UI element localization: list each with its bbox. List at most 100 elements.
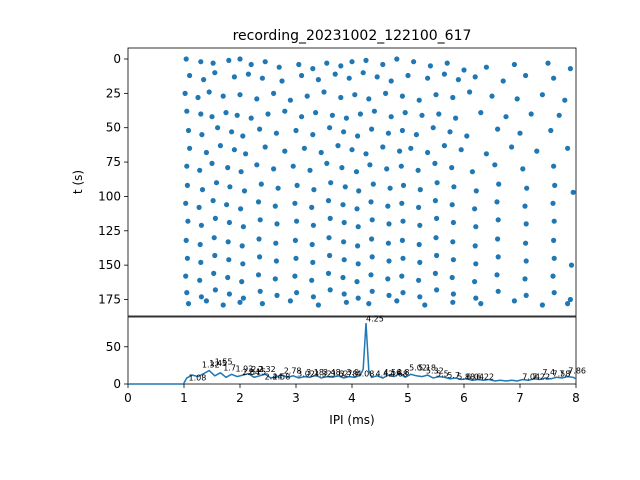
- raster-point: [329, 112, 335, 118]
- raster-point: [370, 181, 376, 187]
- raster-point: [184, 108, 190, 114]
- raster-point: [433, 92, 439, 98]
- raster-point: [496, 181, 502, 187]
- raster-point: [514, 96, 520, 102]
- raster-point: [399, 127, 405, 134]
- raster-point: [349, 59, 355, 65]
- raster-point: [310, 132, 316, 138]
- raster-point: [451, 184, 457, 190]
- raster-point: [273, 240, 279, 246]
- raster-point: [450, 94, 456, 101]
- raster-point: [315, 77, 321, 83]
- raster-y-tick-label: 100: [98, 189, 121, 203]
- histogram-peak-label: 2.58: [273, 373, 291, 382]
- raster-point: [185, 127, 192, 134]
- raster-point: [567, 296, 574, 303]
- raster-point: [338, 94, 344, 101]
- raster-point: [399, 237, 405, 243]
- raster-point: [299, 72, 305, 79]
- raster-point: [473, 188, 479, 194]
- raster-point: [397, 148, 403, 154]
- raster-point: [326, 235, 332, 241]
- raster-point: [197, 167, 203, 173]
- raster-point: [199, 187, 206, 193]
- raster-point: [203, 149, 209, 156]
- raster-point: [198, 59, 204, 65]
- raster-point: [367, 162, 373, 168]
- raster-point: [282, 148, 288, 154]
- histogram-x-ticks: 0 1 2 3 4 5 6 7 8: [124, 384, 580, 405]
- raster-point: [384, 166, 390, 172]
- raster-point: [483, 64, 489, 70]
- raster-point: [324, 160, 330, 166]
- raster-point: [196, 204, 202, 210]
- raster-point: [523, 72, 529, 79]
- raster-point: [432, 160, 438, 166]
- raster-y-tick-label: 75: [106, 155, 121, 169]
- histogram-peak-label: 2.2: [251, 365, 264, 374]
- histogram-peak-label: 5.5: [436, 370, 449, 379]
- histogram-peak-label: 2.15: [248, 367, 266, 376]
- raster-point: [327, 215, 333, 221]
- raster-point: [310, 222, 316, 228]
- raster-point: [388, 114, 394, 120]
- raster-point: [355, 243, 361, 249]
- raster-point: [304, 93, 310, 99]
- raster-point: [292, 200, 298, 206]
- raster-point: [450, 219, 456, 226]
- raster-y-ticks: 0 25 50 75 100 125 150 175: [98, 52, 128, 307]
- raster-point: [226, 219, 232, 226]
- raster-point: [472, 206, 478, 212]
- raster-point: [257, 217, 263, 223]
- raster-point: [432, 270, 438, 276]
- histogram-peak-label: 7.22: [532, 373, 550, 382]
- raster-point: [400, 255, 406, 261]
- raster-point: [430, 125, 436, 131]
- raster-point: [449, 202, 455, 208]
- raster-point: [432, 198, 438, 204]
- raster-point: [565, 301, 571, 307]
- histogram-peak-label: 1.7: [223, 364, 236, 373]
- raster-point: [495, 126, 501, 132]
- raster-point: [385, 276, 391, 282]
- histogram-peak-label: 4.08: [357, 370, 375, 379]
- raster-point: [325, 270, 332, 276]
- raster-point: [354, 206, 360, 212]
- raster-y-tick-label: 25: [106, 86, 121, 100]
- raster-point: [522, 203, 528, 209]
- raster-point: [231, 147, 237, 153]
- raster-y-tick-label: 0: [113, 52, 121, 66]
- raster-point: [369, 126, 375, 132]
- histogram-y-ticks: 0 50: [106, 340, 128, 391]
- raster-point: [478, 301, 484, 307]
- raster-point: [399, 200, 405, 206]
- raster-point: [201, 77, 207, 83]
- raster-point: [271, 166, 277, 172]
- raster-point: [394, 298, 400, 304]
- raster-point: [184, 255, 190, 261]
- raster-point: [385, 203, 391, 209]
- raster-point: [328, 180, 334, 186]
- histogram-peak-label: 5.02: [409, 364, 427, 373]
- raster-point: [255, 272, 262, 278]
- raster-point: [545, 60, 551, 66]
- raster-point: [239, 279, 245, 285]
- raster-point: [472, 74, 478, 80]
- histogram-peak-label: 4.42: [376, 370, 394, 379]
- raster-point: [231, 74, 237, 80]
- raster-point: [209, 160, 215, 166]
- raster-point: [449, 274, 455, 281]
- raster-points: [182, 56, 576, 308]
- raster-point: [310, 259, 316, 265]
- histogram-peak-label: 7.04: [522, 373, 540, 382]
- histogram-peak-label: 1.32: [202, 361, 220, 370]
- histogram-peak-label: 2.32: [258, 365, 276, 374]
- raster-point: [341, 257, 347, 263]
- raster-point: [203, 298, 209, 304]
- raster-point: [363, 57, 369, 64]
- raster-point: [240, 295, 246, 301]
- raster-point: [568, 262, 575, 268]
- raster-point: [229, 129, 235, 135]
- raster-point: [325, 198, 332, 204]
- raster-point: [425, 75, 431, 81]
